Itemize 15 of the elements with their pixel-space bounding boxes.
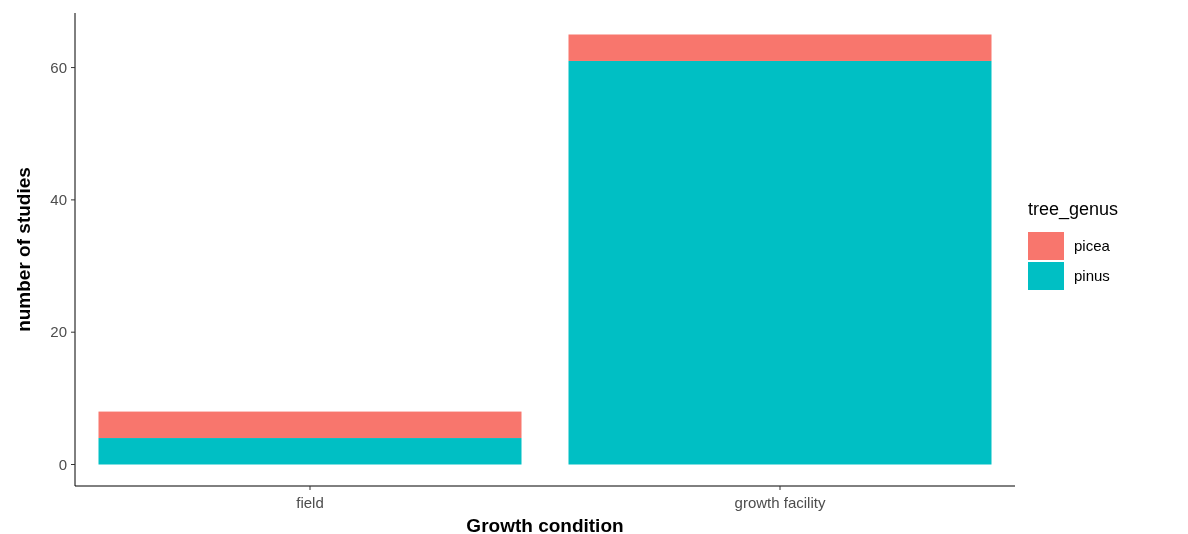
y-tick-label: 40 — [50, 191, 67, 209]
x-axis-title: Growth condition — [466, 515, 624, 534]
legend-title: tree_genus — [1028, 199, 1119, 220]
y-tick-label: 20 — [50, 323, 67, 341]
x-tick-label: growth facility — [734, 494, 826, 511]
bar — [98, 438, 522, 465]
y-axis-title: number of studies — [13, 167, 34, 332]
bar — [568, 34, 992, 61]
bar — [98, 411, 522, 439]
legend-label: pinus — [1074, 267, 1110, 285]
bar — [568, 60, 992, 465]
y-tick-label: 60 — [50, 58, 67, 76]
legend-label: picea — [1074, 237, 1111, 255]
x-tick-label: field — [296, 494, 324, 511]
y-tick-label: 0 — [58, 455, 67, 473]
